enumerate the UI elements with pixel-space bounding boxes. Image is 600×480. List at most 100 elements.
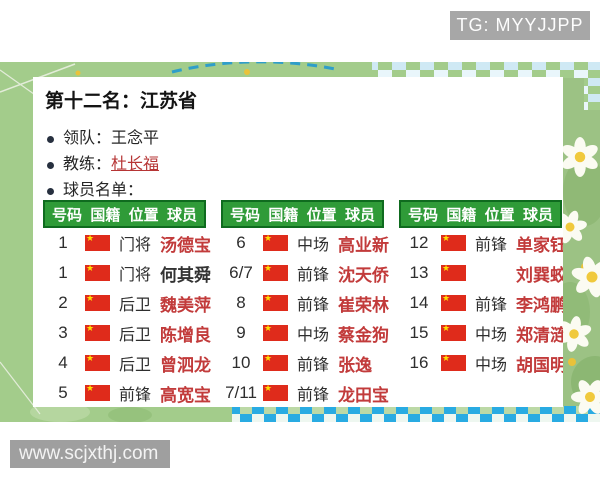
china-flag-icon: ★: [441, 233, 466, 251]
china-flag-icon: ★: [263, 323, 288, 341]
list-item-roster: 球员名单：: [47, 178, 563, 204]
player-number: 4: [58, 353, 68, 372]
china-flag-icon: ★: [85, 263, 110, 281]
table-row: 1 ★ 门将 汤德宝: [43, 228, 211, 258]
player-name: 沈天侨: [338, 265, 389, 285]
leader-value: 王念平: [111, 130, 160, 147]
player-position: 前锋: [297, 267, 330, 284]
player-number: 3: [58, 323, 68, 342]
roster-column-3: 号码 国籍 位置 球员 12 ★ 前锋 单家钰 13 ★: [399, 200, 563, 407]
player-position: 中场: [475, 327, 508, 344]
table-row: 9 ★ 中场 蔡金狗: [221, 318, 389, 348]
china-flag-icon: ★: [85, 353, 110, 371]
player-number: 2: [58, 293, 68, 312]
player-number: 5: [58, 383, 68, 402]
coach-label: 教练：: [63, 156, 112, 173]
china-flag-icon: ★: [263, 353, 288, 371]
list-item-coach: 教练：杜长福: [47, 152, 563, 178]
table-row: 5 ★ 前锋 高宽宝: [43, 378, 211, 407]
table-row: 13 ★ 刘巽蛟: [399, 258, 563, 288]
header-position: 位置: [128, 206, 159, 224]
table-header-row: 号码 国籍 位置 球员: [43, 200, 206, 228]
table-row: 15 ★ 中场 郑清涟: [399, 318, 563, 348]
table-row: 2 ★ 后卫 魏美萍: [43, 288, 211, 318]
player-position: 后卫: [119, 357, 152, 374]
site-watermark: www.scjxthj.com: [10, 440, 170, 468]
header-player: 球员: [344, 206, 375, 224]
table-row: 1 ★ 门将 何其舜: [43, 258, 211, 288]
player-name: 高宽宝: [160, 385, 211, 405]
player-number: 7/11: [225, 383, 257, 402]
player-position: 中场: [475, 357, 508, 374]
player-position: 前锋: [475, 237, 508, 254]
player-number: 9: [236, 323, 246, 342]
china-flag-icon: ★: [85, 293, 110, 311]
header-player: 球员: [166, 206, 197, 224]
player-name: 高业新: [338, 235, 389, 255]
player-position: 前锋: [119, 387, 152, 404]
china-flag-icon: ★: [85, 383, 110, 401]
china-flag-icon: ★: [263, 233, 288, 251]
player-number: 16: [409, 353, 429, 372]
roster-column-1: 号码 国籍 位置 球员 1 ★ 门将 汤德宝 1 ★ 门将: [43, 200, 211, 407]
player-position: 后卫: [119, 327, 152, 344]
header-number: 号码: [408, 206, 439, 224]
player-position: 前锋: [297, 357, 330, 374]
header-nationality: 国籍: [446, 206, 477, 224]
player-number: 6/7: [229, 263, 253, 282]
player-name: 汤德宝: [160, 235, 211, 255]
table-row: 4 ★ 后卫 曾泗龙: [43, 348, 211, 378]
table-header-row: 号码 国籍 位置 球员: [399, 200, 562, 228]
table-row: 3 ★ 后卫 陈增良: [43, 318, 211, 348]
player-position: 前锋: [297, 387, 330, 404]
player-number: 15: [409, 323, 429, 342]
player-name: 郑清涟: [516, 325, 563, 345]
coach-link[interactable]: 杜长福: [111, 156, 160, 173]
player-name: 单家钰: [516, 235, 563, 255]
player-name: 张逸: [338, 355, 372, 375]
roster-label: 球员名单：: [63, 182, 144, 199]
player-number: 1: [58, 263, 68, 282]
china-flag-icon: ★: [441, 263, 466, 281]
table-row: 14 ★ 前锋 李鸿鹏: [399, 288, 563, 318]
header-nationality: 国籍: [268, 206, 299, 224]
player-name: 刘巽蛟: [516, 265, 563, 285]
player-position: 后卫: [119, 297, 152, 314]
player-position: 门将: [119, 237, 152, 254]
player-number: 10: [231, 353, 251, 372]
player-name: 陈增良: [160, 325, 211, 345]
player-number: 1: [58, 233, 68, 252]
player-name: 曾泗龙: [160, 355, 211, 375]
header-position: 位置: [484, 206, 515, 224]
table-row: 6/7 ★ 前锋 沈天侨: [221, 258, 389, 288]
player-name: 何其舜: [160, 265, 211, 285]
table-row: 6 ★ 中场 高业新: [221, 228, 389, 258]
player-name: 胡国明: [516, 355, 563, 375]
roster-column-2: 号码 国籍 位置 球员 6 ★ 中场 高业新 6/7 ★ 前锋: [221, 200, 389, 407]
team-info-list: 领队：王念平 教练：杜长福 球员名单：: [33, 126, 563, 204]
player-number: 6: [236, 233, 246, 252]
header-number: 号码: [52, 206, 83, 224]
player-number: 8: [236, 293, 246, 312]
player-number: 14: [409, 293, 429, 312]
china-flag-icon: ★: [441, 353, 466, 371]
player-name: 魏美萍: [160, 295, 211, 315]
table-row: 8 ★ 前锋 崔荣林: [221, 288, 389, 318]
header-number: 号码: [230, 206, 261, 224]
table-header-row: 号码 国籍 位置 球员: [221, 200, 384, 228]
player-name: 蔡金狗: [338, 325, 389, 345]
page-title: 第十二名：江苏省: [45, 91, 198, 112]
china-flag-icon: ★: [85, 233, 110, 251]
header-player: 球员: [522, 206, 553, 224]
player-name: 龙田宝: [338, 385, 389, 405]
china-flag-icon: ★: [263, 293, 288, 311]
player-position: 前锋: [297, 297, 330, 314]
table-row: 10 ★ 前锋 张逸: [221, 348, 384, 378]
list-item-leader: 领队：王念平: [47, 126, 563, 152]
table-row: 16 ★ 中场 胡国明: [399, 348, 563, 378]
china-flag-icon: ★: [85, 323, 110, 341]
header-nationality: 国籍: [90, 206, 121, 224]
player-position: 中场: [297, 237, 330, 254]
player-name: 崔荣林: [338, 295, 389, 315]
